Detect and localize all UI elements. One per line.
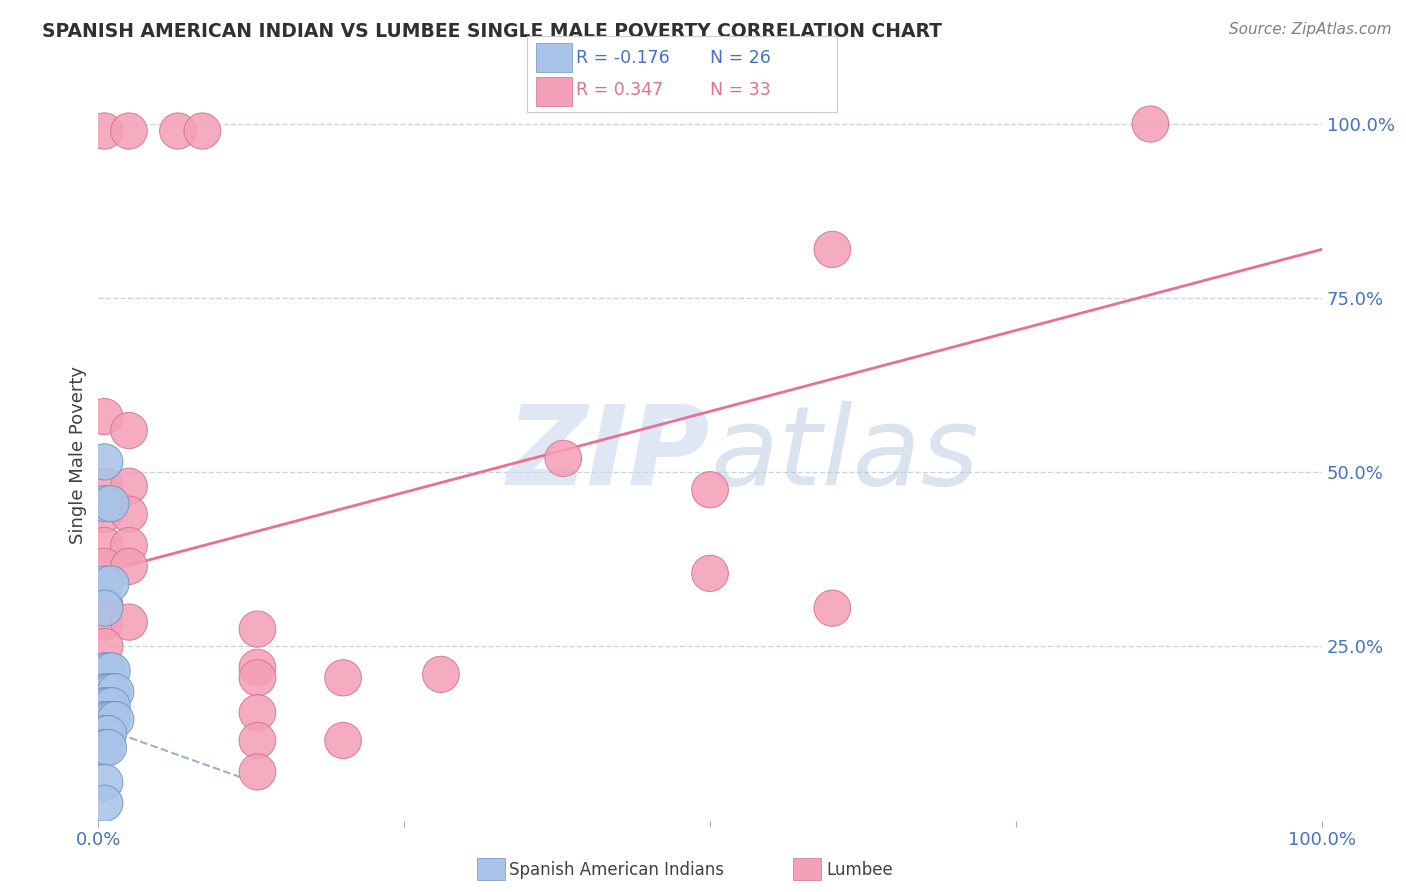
Text: N = 33: N = 33 <box>710 81 770 99</box>
Ellipse shape <box>239 695 276 731</box>
Text: Lumbee: Lumbee <box>827 861 893 879</box>
Ellipse shape <box>86 628 122 665</box>
Ellipse shape <box>239 660 276 696</box>
Ellipse shape <box>239 611 276 648</box>
Ellipse shape <box>94 701 131 738</box>
Ellipse shape <box>86 701 122 738</box>
Text: R = 0.347: R = 0.347 <box>576 81 664 99</box>
Ellipse shape <box>111 496 148 533</box>
Ellipse shape <box>111 604 148 640</box>
Ellipse shape <box>111 527 148 564</box>
Text: R = -0.176: R = -0.176 <box>576 49 671 68</box>
Ellipse shape <box>160 113 197 149</box>
Ellipse shape <box>814 231 851 268</box>
Ellipse shape <box>1132 106 1168 142</box>
Ellipse shape <box>111 549 148 584</box>
Ellipse shape <box>423 657 460 692</box>
Text: ZIP: ZIP <box>506 401 710 508</box>
Ellipse shape <box>111 468 148 504</box>
Ellipse shape <box>325 723 361 758</box>
Ellipse shape <box>184 113 221 149</box>
Text: atlas: atlas <box>710 401 979 508</box>
Ellipse shape <box>86 444 122 480</box>
Ellipse shape <box>86 673 122 710</box>
Ellipse shape <box>90 688 127 723</box>
Ellipse shape <box>94 688 131 723</box>
Text: N = 26: N = 26 <box>710 49 770 68</box>
Ellipse shape <box>86 715 122 752</box>
Ellipse shape <box>111 113 148 149</box>
Ellipse shape <box>90 715 127 752</box>
Ellipse shape <box>93 566 129 602</box>
Ellipse shape <box>239 649 276 685</box>
Ellipse shape <box>90 653 127 689</box>
Ellipse shape <box>86 653 122 689</box>
Ellipse shape <box>325 660 361 696</box>
Ellipse shape <box>86 549 122 584</box>
Ellipse shape <box>86 587 122 623</box>
Text: SPANISH AMERICAN INDIAN VS LUMBEE SINGLE MALE POVERTY CORRELATION CHART: SPANISH AMERICAN INDIAN VS LUMBEE SINGLE… <box>42 22 942 41</box>
Ellipse shape <box>692 555 728 591</box>
Ellipse shape <box>546 441 582 476</box>
Ellipse shape <box>90 673 127 710</box>
Ellipse shape <box>814 591 851 626</box>
Ellipse shape <box>97 701 134 738</box>
Ellipse shape <box>86 591 122 626</box>
Ellipse shape <box>94 673 131 710</box>
Ellipse shape <box>86 730 122 765</box>
Ellipse shape <box>90 730 127 765</box>
Text: Spanish American Indians: Spanish American Indians <box>509 861 724 879</box>
Ellipse shape <box>86 785 122 822</box>
Ellipse shape <box>86 688 122 723</box>
Ellipse shape <box>97 673 134 710</box>
Ellipse shape <box>692 472 728 508</box>
Ellipse shape <box>86 527 122 564</box>
Ellipse shape <box>86 468 122 504</box>
Ellipse shape <box>111 412 148 449</box>
Ellipse shape <box>239 754 276 790</box>
Ellipse shape <box>86 566 122 602</box>
Ellipse shape <box>86 399 122 434</box>
Y-axis label: Single Male Poverty: Single Male Poverty <box>69 366 87 544</box>
Ellipse shape <box>90 701 127 738</box>
Ellipse shape <box>94 653 131 689</box>
Text: Source: ZipAtlas.com: Source: ZipAtlas.com <box>1229 22 1392 37</box>
Ellipse shape <box>86 604 122 640</box>
Ellipse shape <box>86 496 122 533</box>
Ellipse shape <box>86 764 122 800</box>
Ellipse shape <box>93 485 129 522</box>
Ellipse shape <box>239 723 276 758</box>
Ellipse shape <box>86 485 122 522</box>
Ellipse shape <box>86 113 122 149</box>
